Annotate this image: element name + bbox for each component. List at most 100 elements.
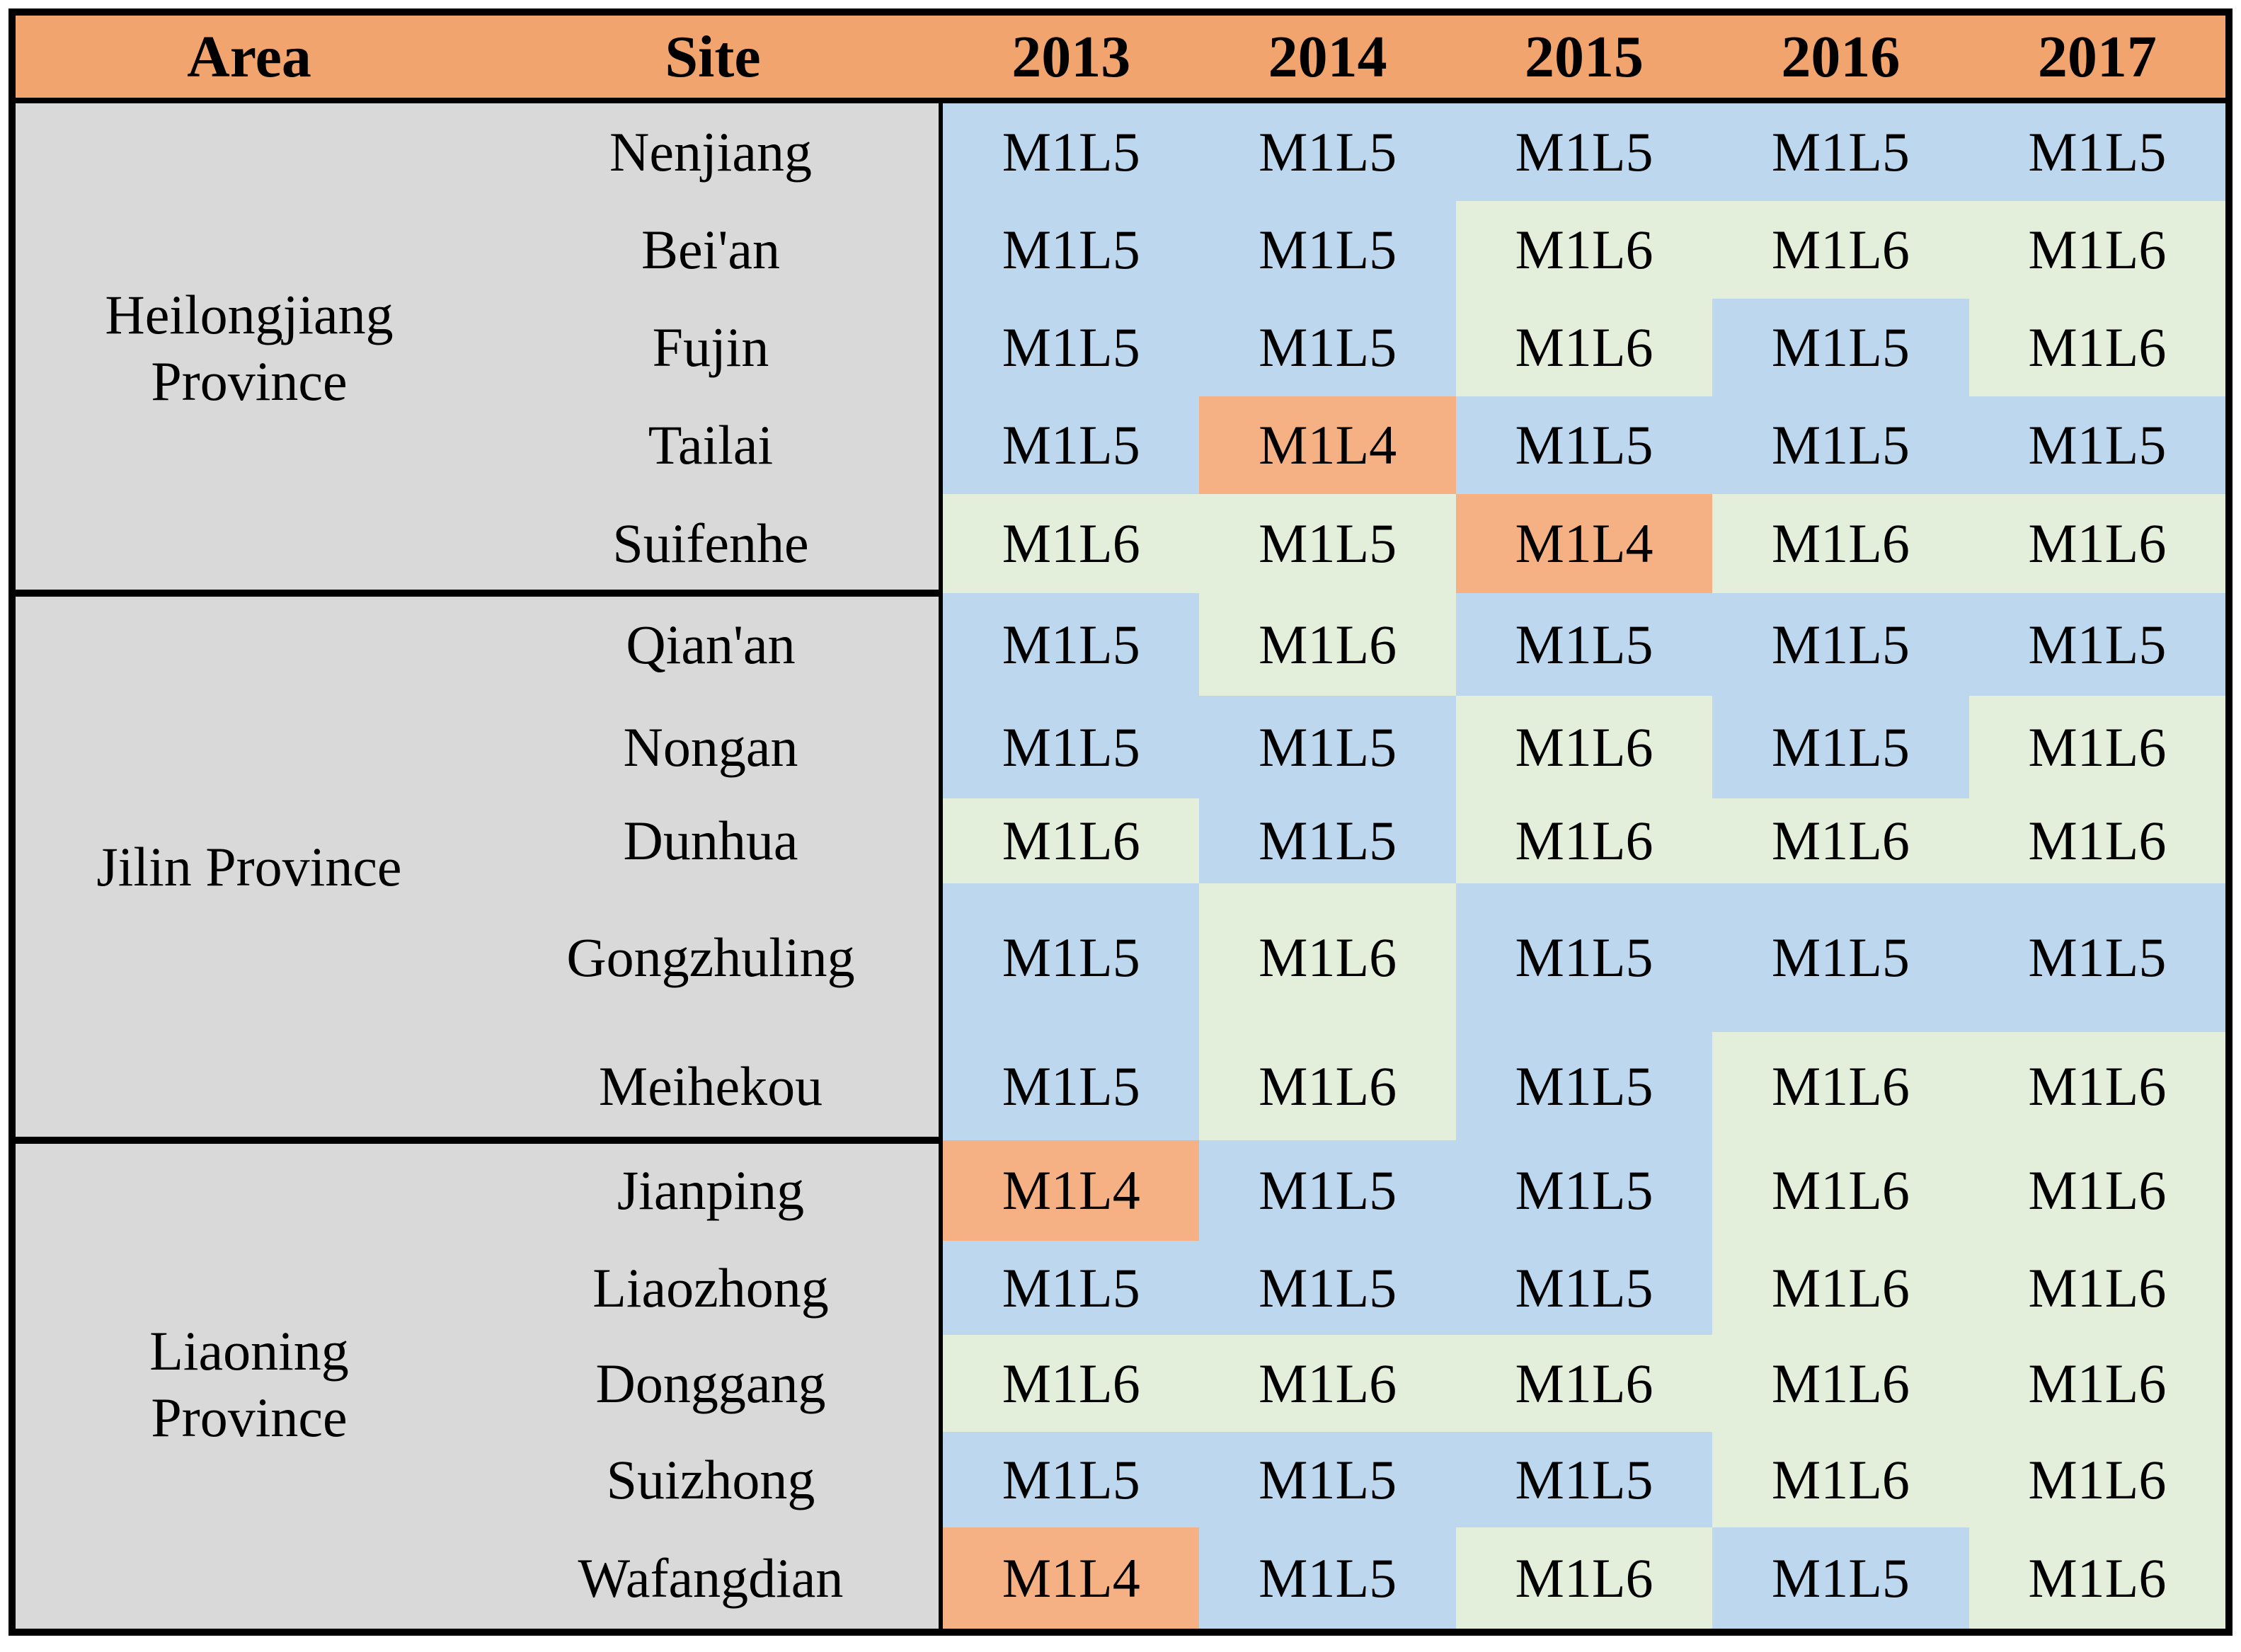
province-section: Liaoning Province Jianping Liaozhong Dongga… [16,1137,2226,1629]
value-cell: M1L6 [1455,1335,1713,1432]
site-cell: Suizhong [606,1448,815,1510]
value-cell: M1L6 [1455,1527,1713,1629]
area-label-line: Province [151,350,348,412]
area-site-pane: Jilin Province Qian'an Nongan Dunhua Gongzh… [16,593,943,1140]
value-cell: M1L6 [1712,201,1969,299]
value-cell: M1L6 [1712,798,1969,883]
site-column: Qian'an Nongan Dunhua Gongzhuling Meihekou [483,593,939,1140]
value-cell: M1L5 [1712,103,1969,201]
area-label-line: Jilin Province [96,835,402,897]
area-label-line: Liaoning [149,1320,349,1382]
area-cell: Heilongjiang Province [16,103,483,593]
value-cell: M1L5 [1455,1241,1713,1335]
table-row: M1L5 M1L5 M1L6 M1L5 M1L6 [943,299,2226,396]
value-cell: M1L6 [1712,1140,1969,1241]
value-cell: M1L4 [943,1140,1200,1241]
value-cell: M1L5 [943,396,1200,494]
value-cell: M1L4 [1199,396,1456,494]
value-cell: M1L6 [1968,299,2226,396]
value-cell: M1L5 [1455,1432,1713,1527]
site-cell: Tailai [648,414,774,476]
value-cell: M1L6 [1199,1032,1456,1140]
area-site-pane: Liaoning Province Jianping Liaozhong Dongga… [16,1140,943,1629]
value-cell: M1L5 [1455,593,1713,696]
value-cell: M1L6 [1968,1432,2226,1527]
value-cell: M1L6 [943,494,1200,593]
value-cell: M1L6 [1968,1335,2226,1432]
value-cell: M1L6 [1968,798,2226,883]
value-cell: M1L5 [1199,798,1456,883]
value-cell: M1L5 [1712,299,1969,396]
value-cell: M1L6 [1712,1335,1969,1432]
site-cell: Meihekou [598,1055,823,1117]
table-row: M1L5 M1L5 M1L5 M1L6 M1L6 [943,1241,2226,1335]
table-row: M1L4 M1L5 M1L6 M1L5 M1L6 [943,1527,2226,1629]
value-cell: M1L5 [943,201,1200,299]
value-cell: M1L5 [1968,103,2226,201]
header-year: 2017 [2037,23,2157,90]
value-cell: M1L5 [1199,103,1456,201]
value-cell: M1L5 [1199,1241,1456,1335]
table-row: M1L5 M1L5 M1L6 M1L6 M1L6 [943,201,2226,299]
table-body: Heilongjiang Province Nenjiang Bei'an Fujin… [16,103,2226,1629]
value-cell: M1L5 [1199,299,1456,396]
value-cell: M1L5 [1712,396,1969,494]
value-cell: M1L5 [943,1432,1200,1527]
value-cell: M1L6 [1455,798,1713,883]
site-cell: Qian'an [626,613,796,675]
value-cell: M1L6 [1968,494,2226,593]
value-cell: M1L6 [1968,201,2226,299]
value-cell: M1L5 [1455,396,1713,494]
table-row: M1L5 M1L6 M1L5 M1L6 M1L6 [943,1032,2226,1140]
province-section: Jilin Province Qian'an Nongan Dunhua Gongzh… [16,590,2226,1140]
value-cell: M1L5 [1199,1140,1456,1241]
table-row: M1L4 M1L5 M1L5 M1L6 M1L6 [943,1140,2226,1241]
data-pane: M1L5 M1L6 M1L5 M1L5 M1L5 M1L5 M1L5 M1L6 M1L5 M1L6… [943,593,2226,1140]
province-section: Heilongjiang Province Nenjiang Bei'an Fujin… [16,103,2226,593]
value-cell: M1L5 [943,696,1200,798]
value-cell: M1L6 [1968,1241,2226,1335]
value-cell: M1L5 [943,883,1200,1032]
value-cell: M1L5 [1712,883,1969,1032]
value-cell: M1L5 [943,1241,1200,1335]
value-cell: M1L6 [1199,593,1456,696]
value-cell: M1L5 [943,1032,1200,1140]
site-cell: Suifenhe [612,512,809,574]
value-cell: M1L6 [1455,201,1713,299]
header-year: 2016 [1781,23,1901,90]
value-cell: M1L5 [1199,1432,1456,1527]
header-years-group: 2013 2014 2015 2016 2017 [943,16,2225,98]
site-cell: Liaozhong [592,1256,829,1319]
value-cell: M1L5 [1199,1527,1456,1629]
data-pane: M1L4 M1L5 M1L5 M1L6 M1L6 M1L5 M1L5 M1L5 M1L6 M1L6… [943,1140,2226,1629]
table-row: M1L6 M1L6 M1L6 M1L6 M1L6 [943,1335,2226,1432]
site-cell: Jianping [617,1159,805,1221]
value-cell: M1L5 [943,593,1200,696]
value-cell: M1L6 [1712,1432,1969,1527]
value-cell: M1L5 [1712,593,1969,696]
value-cell: M1L6 [1968,1140,2226,1241]
value-cell: M1L5 [943,103,1200,201]
value-cell: M1L6 [1199,1335,1456,1432]
table-row: M1L5 M1L6 M1L5 M1L5 M1L5 [943,883,2226,1032]
table-row: M1L5 M1L5 M1L6 M1L5 M1L6 [943,696,2226,798]
value-cell: M1L4 [1455,494,1713,593]
value-cell: M1L6 [1712,1032,1969,1140]
site-column: Nenjiang Bei'an Fujin Tailai Suifenhe [483,103,939,593]
value-cell: M1L5 [1455,883,1713,1032]
value-cell: M1L6 [1968,696,2226,798]
header-area: Area [187,23,311,90]
value-cell: M1L6 [1199,883,1456,1032]
value-cell: M1L5 [1199,696,1456,798]
value-cell: M1L5 [1455,103,1713,201]
site-cell: Fujin [652,316,769,378]
table-header-row: Area Site 2013 2014 2015 2016 2017 [16,16,2225,103]
area-cell: Liaoning Province [16,1140,483,1629]
table-row: M1L5 M1L6 M1L5 M1L5 M1L5 [943,593,2226,696]
value-cell: M1L5 [1455,1140,1713,1241]
table-row: M1L5 M1L4 M1L5 M1L5 M1L5 [943,396,2226,494]
sampling-sites-year-table: Area Site 2013 2014 2015 2016 2017 Heilo… [8,8,2233,1636]
area-site-pane: Heilongjiang Province Nenjiang Bei'an Fujin… [16,103,943,593]
data-pane: M1L5 M1L5 M1L5 M1L5 M1L5 M1L5 M1L5 M1L6 M1L6 M1L6… [943,103,2226,593]
site-cell: Gongzhuling [566,927,855,988]
